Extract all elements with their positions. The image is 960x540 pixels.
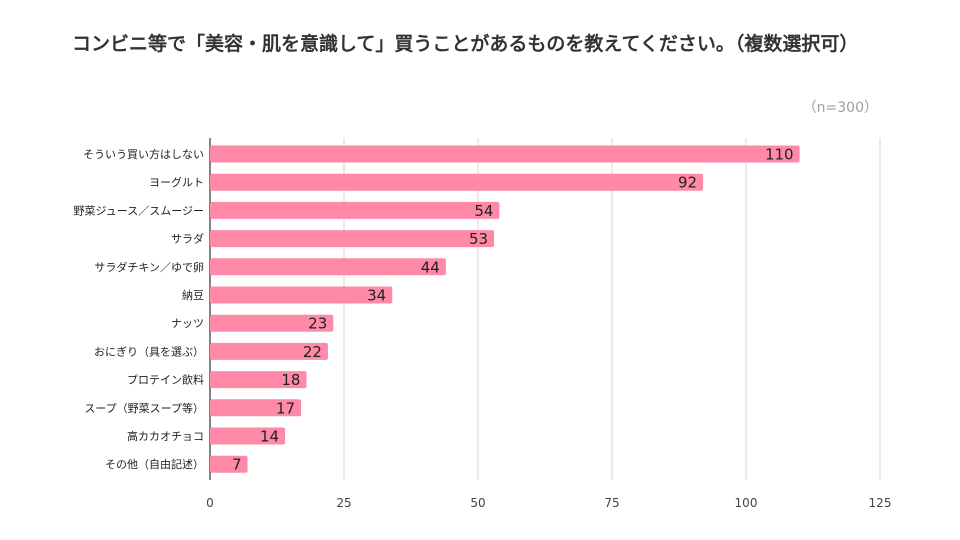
bar-value-label: 18 xyxy=(281,371,300,389)
x-tick-label: 50 xyxy=(470,496,485,510)
bar-value-label: 22 xyxy=(303,343,322,361)
bar xyxy=(210,342,328,360)
bar-value-label: 14 xyxy=(260,428,279,446)
category-label: サラダチキン／ゆで卵 xyxy=(94,260,204,274)
category-label: サラダ xyxy=(171,232,204,246)
bar-value-label: 17 xyxy=(276,399,295,417)
bar xyxy=(210,230,495,248)
category-label: おにぎり（具を選ぶ） xyxy=(94,344,204,358)
bar xyxy=(210,371,307,389)
category-label: そういう買い方はしない xyxy=(83,147,204,161)
bar-value-label: 7 xyxy=(232,456,242,474)
bar-layer xyxy=(210,145,800,473)
chart-title: コンビニ等で「美容・肌を意識して」買うことがあるものを教えてください。（複数選択… xyxy=(72,33,859,55)
category-label: ヨーグルト xyxy=(149,175,204,189)
category-label: 納豆 xyxy=(182,289,204,302)
category-label: その他（自由記述） xyxy=(105,457,204,471)
bar xyxy=(210,201,500,219)
x-tick-label: 75 xyxy=(604,496,619,510)
bar-value-label: 92 xyxy=(678,174,697,192)
bar xyxy=(210,427,286,445)
bar-value-label: 44 xyxy=(421,258,440,276)
category-label: スープ（野菜スープ等） xyxy=(84,401,204,415)
grid-layer xyxy=(209,138,881,480)
x-tick-label: 125 xyxy=(869,496,892,510)
bar-value-label: 54 xyxy=(474,202,493,220)
bar xyxy=(210,314,334,332)
label-layer: 0 25 50 75 100 125 110 そういう買い方はしない 92 ヨーグルト 54 野菜ジュ… xyxy=(74,146,892,511)
sample-size-note: （n=300） xyxy=(802,100,878,116)
bar-value-label: 34 xyxy=(367,287,386,305)
x-tick-label: 0 xyxy=(206,496,214,510)
bar xyxy=(210,455,248,473)
x-tick-label: 100 xyxy=(735,496,758,510)
category-label: プロテイン飲料 xyxy=(127,373,204,387)
bar-value-label: 110 xyxy=(765,146,794,164)
bar xyxy=(210,258,446,276)
category-label: 野菜ジュース／スムージー xyxy=(74,204,204,217)
category-label: ナッツ xyxy=(171,317,204,330)
bar xyxy=(210,399,302,417)
bar xyxy=(210,286,393,304)
bar-value-label: 53 xyxy=(469,230,488,248)
bar xyxy=(210,145,800,163)
bar xyxy=(210,173,704,191)
x-tick-label: 25 xyxy=(336,496,351,510)
bar-value-label: 23 xyxy=(308,315,327,333)
category-label: 高カカオチョコ xyxy=(127,429,204,443)
